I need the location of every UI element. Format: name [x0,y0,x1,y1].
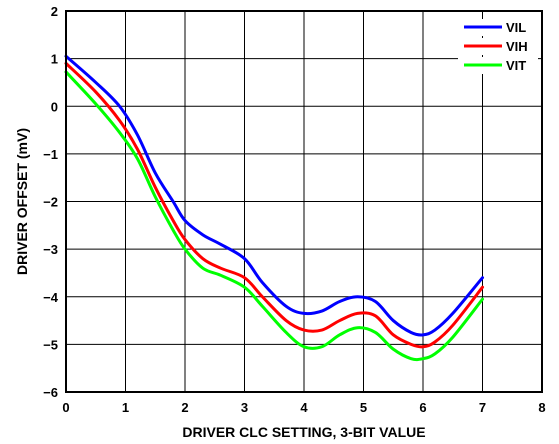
plot-frame [65,10,543,393]
series-line-vil [64,54,484,337]
x-tick-label: 1 [122,400,129,415]
y-tick-label: −3 [43,242,58,257]
legend-label-vit: VIT [506,58,526,73]
x-tick-label: 7 [479,400,486,415]
legend: VIL VIH VIT [458,19,538,74]
x-tick-label: 4 [300,400,308,415]
x-axis-title: DRIVER CLC SETTING, 3-BIT VALUE [182,424,425,440]
series-line-vih [64,61,484,349]
legend-label-vil: VIL [506,20,526,35]
legend-label-vih: VIH [506,39,528,54]
y-tick-label: 2 [51,4,58,19]
x-tick-label: 3 [241,400,248,415]
series-line-vit [64,70,484,362]
y-axis-title: DRIVER OFFSET (mV) [14,128,30,275]
x-tick-labels: 0 1 2 3 4 5 6 7 8 [62,400,545,415]
y-tick-label: −2 [43,195,58,210]
x-tick-label: 8 [538,400,545,415]
x-tick-label: 0 [62,400,69,415]
y-tick-label: −5 [43,337,58,352]
y-tick-label: −1 [43,147,58,162]
y-tick-labels: 2 1 0 −1 −2 −3 −4 −5 −6 [43,4,59,400]
series-layer [64,54,484,362]
y-tick-label: 1 [51,52,58,67]
x-tick-label: 2 [181,400,188,415]
y-tick-label: 0 [51,99,58,114]
y-tick-label: −6 [43,385,58,400]
x-tick-label: 6 [419,400,426,415]
y-tick-label: −4 [43,290,59,305]
x-tick-label: 5 [360,400,367,415]
